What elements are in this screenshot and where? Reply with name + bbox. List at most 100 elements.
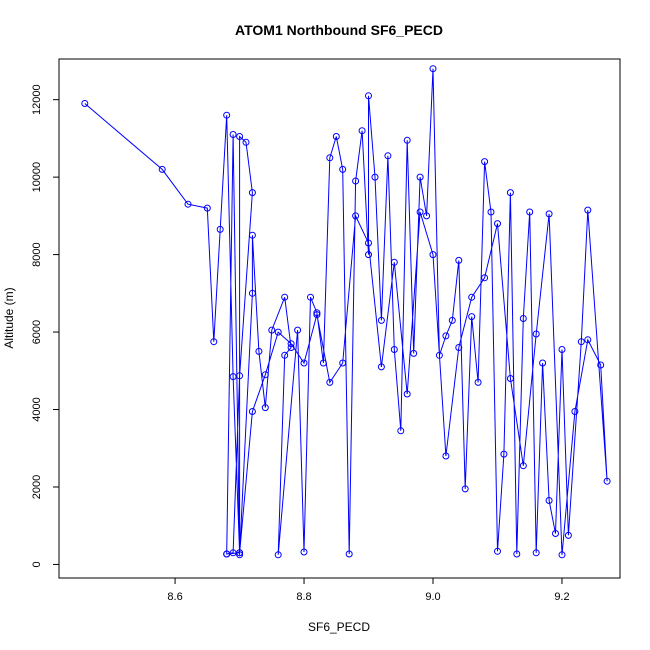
x-tick-label: 8.8 (296, 591, 311, 603)
data-point (455, 344, 463, 351)
data-point (339, 359, 347, 367)
y-tick-label: 8000 (31, 242, 43, 266)
data-point (203, 204, 211, 212)
data-point (358, 127, 366, 135)
x-tick-label: 9.0 (425, 591, 440, 603)
data-point (216, 225, 224, 233)
data-point (390, 346, 398, 353)
data-point (236, 133, 244, 140)
plot-area (81, 65, 611, 559)
chart-title: ATOM1 Northbound SF6_PECD (235, 22, 443, 38)
data-point (597, 361, 605, 369)
data-point (513, 550, 521, 558)
data-point (526, 208, 534, 216)
data-point (319, 359, 327, 367)
data-point (500, 450, 508, 458)
data-point (481, 274, 489, 282)
data-point (371, 173, 379, 181)
data-point (248, 289, 256, 297)
data-point (236, 372, 244, 380)
y-tick-label: 6000 (31, 320, 43, 344)
x-tick-label: 9.2 (554, 591, 569, 603)
data-point (558, 551, 566, 559)
series-line (84, 68, 608, 555)
data-point (494, 547, 501, 555)
data-point (416, 173, 424, 181)
data-point (558, 346, 566, 353)
data-point (474, 378, 482, 386)
y-tick-label: 4000 (31, 397, 43, 421)
data-point (255, 347, 263, 355)
data-point (339, 165, 347, 173)
y-tick-label: 2000 (31, 475, 43, 499)
plot-frame (58, 58, 621, 579)
data-point (423, 212, 431, 220)
data-point (416, 208, 424, 216)
data-point (442, 332, 450, 340)
data-point (281, 351, 289, 359)
data-point (429, 65, 437, 73)
data-point (229, 373, 237, 381)
data-point (584, 336, 592, 344)
data-point (287, 344, 295, 351)
data-point (248, 408, 256, 415)
data-point (300, 548, 308, 556)
data-point (397, 427, 405, 435)
data-point (545, 497, 553, 504)
x-axis-label: SF6_PECD (308, 620, 370, 634)
data-point (307, 293, 314, 301)
data-point (326, 154, 334, 162)
data-point (377, 363, 385, 371)
data-point (313, 309, 321, 317)
data-point (248, 189, 256, 197)
data-point (242, 138, 250, 146)
data-point (455, 256, 463, 264)
data-point (571, 408, 579, 415)
data-point (532, 330, 540, 338)
data-point (442, 452, 450, 460)
data-point (481, 158, 489, 166)
data-point (345, 550, 353, 558)
data-point (468, 293, 476, 301)
data-point (532, 549, 540, 557)
data-point (326, 378, 334, 386)
data-point (506, 189, 514, 197)
data-point (281, 293, 289, 301)
data-point (261, 404, 269, 412)
data-point (448, 316, 456, 324)
data-point (248, 231, 256, 239)
data-point (429, 251, 437, 259)
data-point (410, 349, 418, 357)
data-point (552, 530, 559, 537)
data-point (539, 359, 547, 367)
data-point (274, 551, 282, 559)
data-point (313, 311, 321, 319)
data-point (236, 551, 244, 559)
data-point (223, 111, 231, 119)
data-point (494, 220, 501, 228)
data-point (287, 340, 295, 348)
data-point (236, 549, 244, 557)
data-point (365, 251, 372, 259)
data-point (229, 131, 237, 138)
data-point (390, 258, 398, 266)
y-axis-label: Altitude (m) (2, 287, 16, 348)
data-point (274, 328, 282, 336)
data-point (603, 477, 611, 485)
data-point (223, 550, 231, 558)
data-point (384, 152, 392, 160)
axes: 8.6 8.8 9.0 9.2 0 2000 4000 6000 8000 10000 12000 (31, 84, 570, 603)
data-point (519, 462, 527, 470)
y-tick-label: 0 (31, 561, 43, 567)
data-point (261, 371, 269, 379)
data-point (81, 100, 89, 107)
data-point (435, 351, 443, 359)
data-point (332, 133, 340, 140)
data-point (545, 210, 553, 218)
data-point (352, 212, 360, 220)
data-point (294, 326, 302, 334)
data-point (468, 313, 476, 321)
data-point (300, 359, 308, 367)
data-point (584, 206, 592, 214)
data-point (519, 315, 527, 322)
